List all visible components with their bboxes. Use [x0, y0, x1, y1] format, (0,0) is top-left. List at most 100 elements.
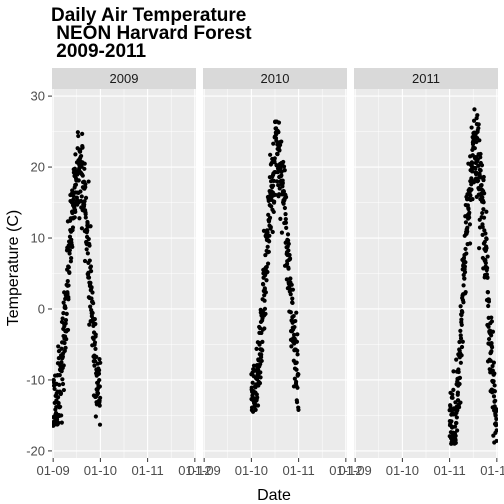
data-point	[88, 224, 93, 229]
data-point	[86, 179, 91, 184]
data-point	[97, 384, 102, 389]
data-point	[467, 215, 472, 220]
data-point	[285, 232, 291, 237]
data-point	[88, 304, 93, 309]
x-tick-label: 01-10	[235, 463, 268, 478]
data-point	[80, 131, 85, 136]
data-point	[454, 415, 459, 420]
data-point	[66, 283, 71, 288]
data-point	[491, 379, 496, 384]
data-point	[289, 344, 294, 349]
data-point	[294, 379, 299, 384]
data-point	[492, 371, 497, 376]
data-point	[289, 282, 294, 287]
data-point	[63, 305, 68, 311]
data-point	[475, 113, 480, 118]
data-point	[460, 339, 465, 344]
data-point	[262, 298, 267, 303]
data-point	[291, 313, 296, 319]
facet-strip-label: 2010	[261, 71, 290, 86]
data-point	[485, 290, 491, 295]
data-point	[92, 359, 98, 364]
chart-title-line-1: Daily Air Temperature	[51, 5, 246, 26]
data-point	[481, 177, 486, 183]
data-point	[294, 400, 300, 405]
data-point	[465, 225, 470, 230]
facet-panels: 2009 01-09 01-10 01-11 01-12 2010 01-09 01-10 01…	[37, 68, 504, 478]
data-point	[458, 328, 463, 333]
data-point	[79, 226, 84, 231]
data-point	[458, 304, 463, 309]
data-point	[458, 360, 463, 365]
data-point	[478, 155, 483, 160]
data-point	[276, 120, 282, 125]
data-point	[92, 340, 98, 345]
data-point	[290, 300, 295, 306]
y-tick-label: 30	[31, 89, 45, 104]
data-point	[61, 311, 66, 316]
data-point	[478, 151, 483, 157]
data-point	[283, 220, 289, 225]
data-point	[59, 360, 64, 365]
data-point	[451, 387, 456, 392]
data-point	[274, 179, 279, 184]
data-point	[57, 382, 62, 387]
data-point	[494, 416, 498, 422]
data-point	[284, 225, 289, 230]
data-point	[253, 407, 258, 413]
data-point	[454, 420, 459, 426]
data-point	[288, 292, 293, 297]
data-point	[58, 391, 64, 396]
data-point	[79, 194, 84, 199]
data-point	[82, 199, 87, 204]
data-point	[494, 408, 498, 414]
data-point	[490, 363, 495, 369]
data-point	[57, 373, 62, 378]
data-point	[463, 260, 468, 265]
facet-strip-label: 2009	[110, 71, 139, 86]
data-point	[270, 229, 275, 235]
y-tick-label: 0	[38, 301, 45, 316]
data-point	[265, 261, 271, 266]
data-point	[87, 322, 92, 327]
data-point	[271, 209, 276, 215]
data-point	[283, 211, 288, 217]
data-point	[264, 264, 269, 270]
x-tick-label: 01-10	[84, 463, 117, 478]
data-point	[60, 377, 65, 382]
data-point	[255, 395, 260, 400]
data-point	[90, 310, 95, 316]
data-point	[476, 163, 481, 168]
data-point	[468, 193, 473, 198]
data-point	[489, 345, 495, 350]
data-point	[60, 354, 65, 359]
data-point	[282, 205, 287, 211]
data-point	[67, 270, 72, 276]
x-tick-label: 01-12	[178, 463, 211, 478]
data-point	[63, 321, 68, 326]
data-point	[294, 367, 299, 372]
data-point	[56, 420, 61, 425]
y-tick-label: 10	[31, 231, 45, 246]
data-point	[65, 327, 71, 333]
data-point	[278, 142, 283, 148]
y-axis-title: Temperature (C)	[5, 210, 22, 326]
data-point	[61, 300, 66, 305]
data-point	[54, 404, 59, 410]
data-point	[80, 145, 85, 150]
data-point	[80, 173, 85, 178]
facet-panel-2009: 2009 01-09 01-10 01-11 01-12	[37, 68, 211, 478]
data-point	[88, 280, 93, 285]
data-point	[281, 159, 286, 165]
data-point	[286, 266, 291, 271]
data-point	[485, 254, 490, 259]
data-point	[284, 277, 289, 282]
data-point	[477, 138, 482, 143]
data-point	[88, 264, 94, 269]
data-point	[486, 303, 491, 309]
data-point	[72, 215, 77, 220]
data-point	[480, 224, 485, 230]
data-point	[281, 164, 287, 169]
data-point	[473, 166, 478, 171]
